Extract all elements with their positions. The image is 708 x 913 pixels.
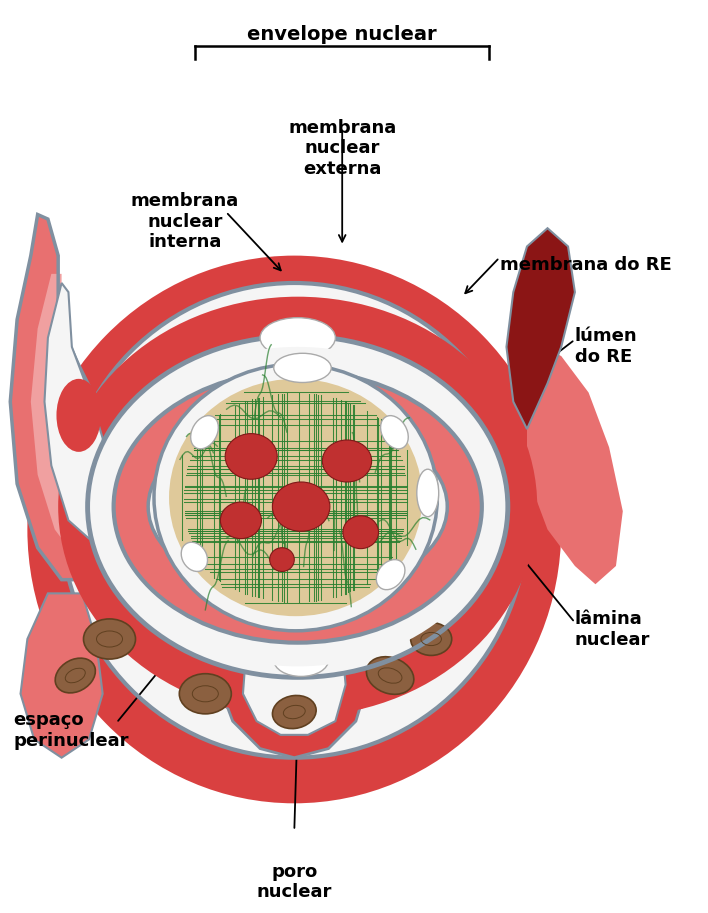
Text: membrana
nuclear
interna: membrana nuclear interna xyxy=(131,192,239,251)
Ellipse shape xyxy=(417,469,439,517)
Ellipse shape xyxy=(273,482,330,531)
Ellipse shape xyxy=(411,623,452,656)
Text: membrana
nuclear
externa: membrana nuclear externa xyxy=(288,119,396,178)
Ellipse shape xyxy=(122,382,474,632)
Ellipse shape xyxy=(367,656,413,695)
Ellipse shape xyxy=(57,379,101,452)
Ellipse shape xyxy=(381,415,409,449)
Ellipse shape xyxy=(343,516,379,549)
Polygon shape xyxy=(21,593,103,758)
Text: poro
nuclear: poro nuclear xyxy=(256,863,332,901)
Ellipse shape xyxy=(55,658,96,693)
Ellipse shape xyxy=(195,361,394,644)
Ellipse shape xyxy=(154,364,438,631)
Ellipse shape xyxy=(350,402,388,446)
Ellipse shape xyxy=(220,502,261,539)
Polygon shape xyxy=(10,215,120,580)
Ellipse shape xyxy=(96,347,500,666)
Polygon shape xyxy=(527,347,623,584)
Polygon shape xyxy=(243,625,346,735)
Ellipse shape xyxy=(113,371,482,643)
Ellipse shape xyxy=(274,353,331,383)
Ellipse shape xyxy=(225,434,277,479)
Ellipse shape xyxy=(88,336,508,677)
Ellipse shape xyxy=(322,440,372,482)
Text: lâmina
nuclear: lâmina nuclear xyxy=(575,611,650,649)
Ellipse shape xyxy=(174,361,414,662)
Ellipse shape xyxy=(28,256,561,803)
Ellipse shape xyxy=(159,419,437,572)
Ellipse shape xyxy=(169,379,422,616)
Ellipse shape xyxy=(205,404,241,445)
Ellipse shape xyxy=(224,428,282,476)
Ellipse shape xyxy=(148,416,447,596)
Ellipse shape xyxy=(349,520,390,557)
Ellipse shape xyxy=(84,619,135,659)
Ellipse shape xyxy=(58,297,537,717)
Text: espaço
perinuclear: espaço perinuclear xyxy=(13,711,129,750)
Ellipse shape xyxy=(350,575,387,614)
Ellipse shape xyxy=(96,301,493,721)
Ellipse shape xyxy=(336,584,370,617)
Ellipse shape xyxy=(376,560,405,590)
Text: envelope nuclear: envelope nuclear xyxy=(247,26,437,44)
Polygon shape xyxy=(45,283,106,539)
Ellipse shape xyxy=(123,324,465,698)
Ellipse shape xyxy=(265,488,331,543)
Ellipse shape xyxy=(181,542,207,572)
Ellipse shape xyxy=(190,415,218,449)
Ellipse shape xyxy=(179,674,232,714)
Ellipse shape xyxy=(147,342,441,680)
Text: membrana do RE: membrana do RE xyxy=(500,256,671,274)
Ellipse shape xyxy=(325,434,379,479)
Ellipse shape xyxy=(274,644,329,677)
Polygon shape xyxy=(219,612,370,758)
Ellipse shape xyxy=(253,593,280,623)
Polygon shape xyxy=(30,274,106,557)
Text: lúmen
do RE: lúmen do RE xyxy=(575,328,637,366)
Ellipse shape xyxy=(375,480,406,539)
Ellipse shape xyxy=(273,696,316,729)
Ellipse shape xyxy=(211,509,255,550)
Polygon shape xyxy=(506,228,575,429)
Ellipse shape xyxy=(62,283,527,758)
Ellipse shape xyxy=(260,318,336,358)
Ellipse shape xyxy=(270,548,295,572)
